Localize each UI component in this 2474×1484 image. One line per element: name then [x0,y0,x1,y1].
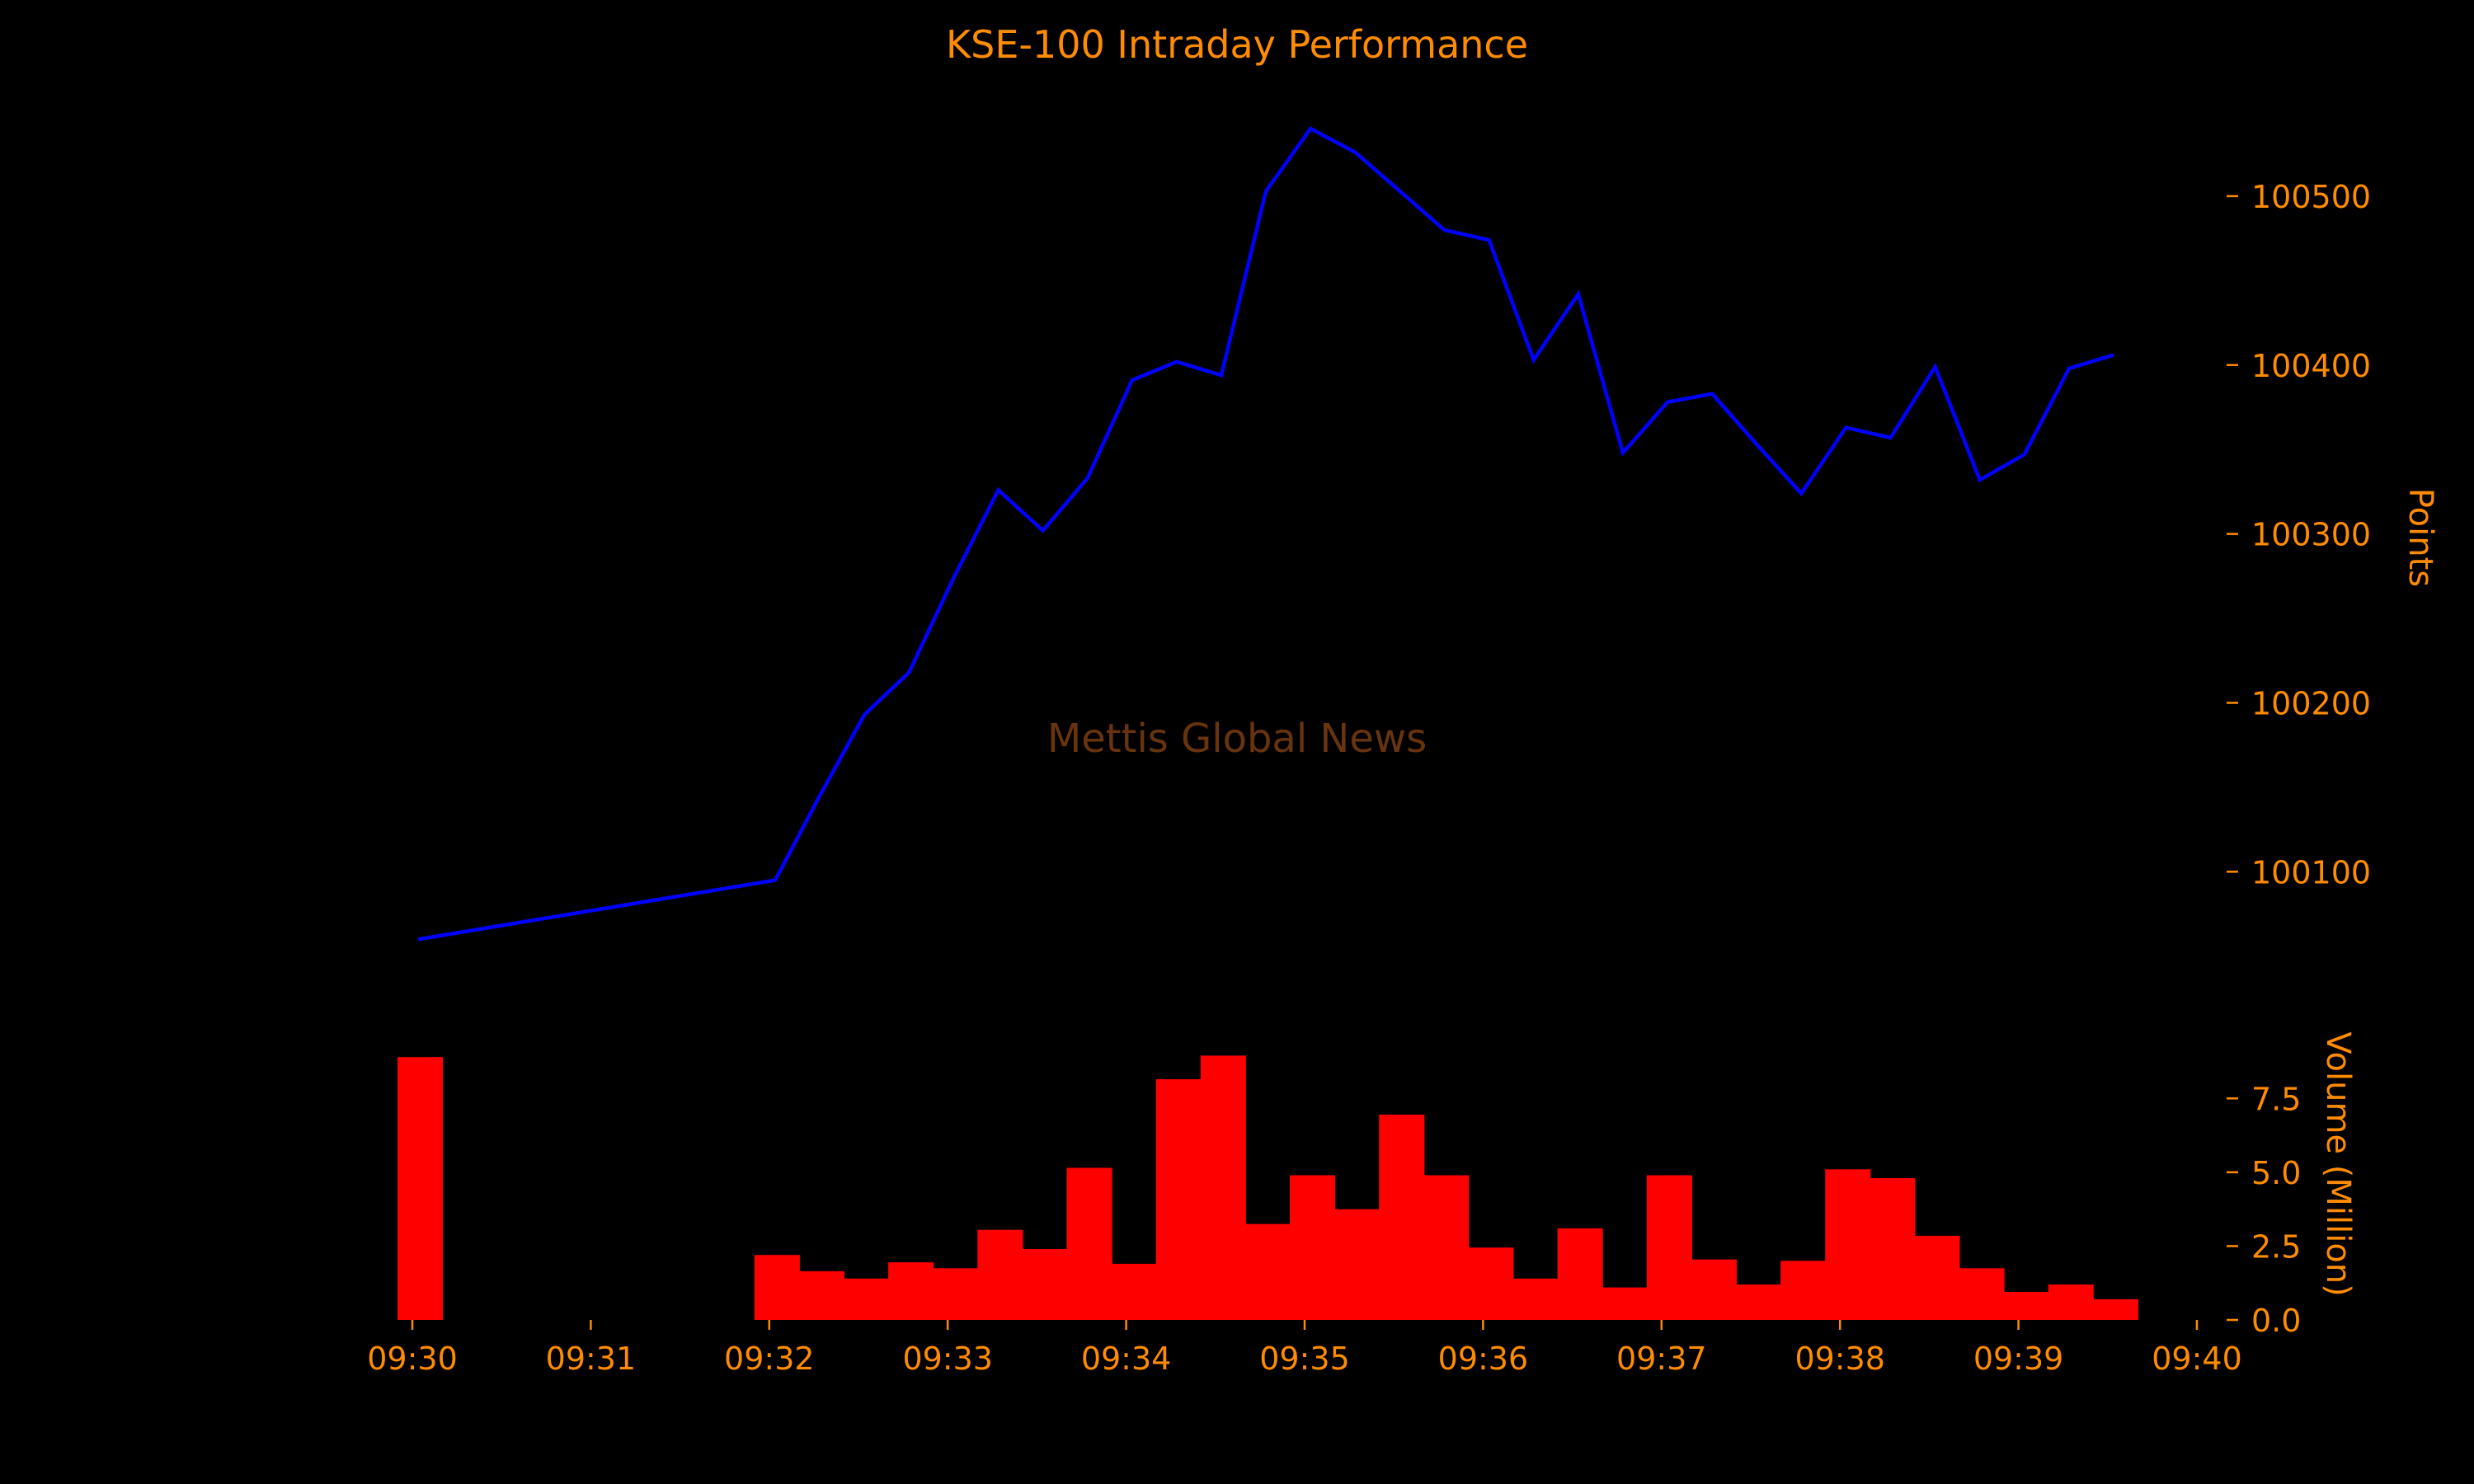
volume-bar [2048,1284,2094,1320]
volume-bar [977,1229,1023,1320]
volume-tick-label: 2.5 [2251,1228,2301,1265]
volume-bar [1468,1247,1514,1320]
points-tick-label: 100400 [2251,348,2371,384]
volume-bar [1022,1249,1068,1320]
points-tick-label: 100100 [2251,854,2371,890]
time-tick-label: 09:33 [902,1341,993,1377]
volume-bar [1646,1175,1692,1320]
points-tick-label: 100200 [2251,685,2371,721]
volume-bar [1780,1261,1827,1320]
volume-bar [1066,1167,1112,1320]
volume-bar [397,1057,444,1320]
volume-bar [1334,1209,1380,1320]
time-tick-label: 09:37 [1616,1341,1707,1377]
time-tick-label: 09:39 [1973,1341,2064,1377]
volume-bar [1691,1259,1737,1320]
points-axis-label: Points [2401,488,2439,587]
time-tick-label: 09:35 [1259,1341,1350,1377]
points-tick-label: 100500 [2251,179,2371,215]
volume-tick-label: 5.0 [2251,1155,2301,1191]
volume-bar [1379,1115,1425,1320]
volume-bar [844,1278,890,1320]
time-tick-label: 09:34 [1081,1341,1172,1377]
volume-bar [1825,1169,1871,1320]
time-tick-label: 09:40 [2152,1341,2242,1377]
volume-bar [1244,1223,1291,1320]
volume-bar [1557,1228,1603,1320]
points-tick-label: 100300 [2251,517,2371,553]
volume-bar [798,1270,844,1320]
volume-tick-label: 7.5 [2251,1081,2301,1117]
volume-bar [1290,1175,1336,1320]
volume-bar [754,1255,800,1320]
volume-axis-label: Volume (Million) [2319,1031,2357,1296]
volume-bar [1111,1263,1157,1320]
volume-bar [888,1262,934,1320]
volume-bar [1959,1268,2005,1320]
volume-bar [1870,1178,1916,1320]
volume-bar [1512,1278,1559,1320]
volume-bar [1914,1235,1960,1320]
volume-bar [2003,1292,2049,1320]
time-tick-label: 09:30 [367,1341,458,1377]
volume-bar [2092,1298,2138,1320]
volume-bar-panel: 0.0 2.5 5.0 7.5 [397,1055,2301,1339]
volume-bar [1423,1175,1470,1320]
volume-bar [933,1268,979,1320]
time-tick-label: 09:31 [546,1341,637,1377]
chart-title: KSE-100 Intraday Performance [946,22,1528,67]
time-tick-label: 09:36 [1438,1341,1529,1377]
time-tick-label: 09:38 [1794,1341,1885,1377]
watermark-text: Mettis Global News [1047,716,1427,762]
price-line-panel: 100100 100200 100300 100400 100500 [417,126,2371,942]
time-x-axis: 09:30 09:31 09:32 09:33 09:34 09:35 09:36 09:37… [367,1320,2242,1377]
volume-bar [1155,1079,1202,1320]
volume-bar [1200,1055,1246,1320]
volume-tick-label: 0.0 [2251,1303,2301,1339]
time-tick-label: 09:32 [724,1341,815,1377]
volume-bar [1736,1284,1782,1320]
volume-bar [1602,1287,1648,1320]
kse100-price-line [417,126,2114,942]
